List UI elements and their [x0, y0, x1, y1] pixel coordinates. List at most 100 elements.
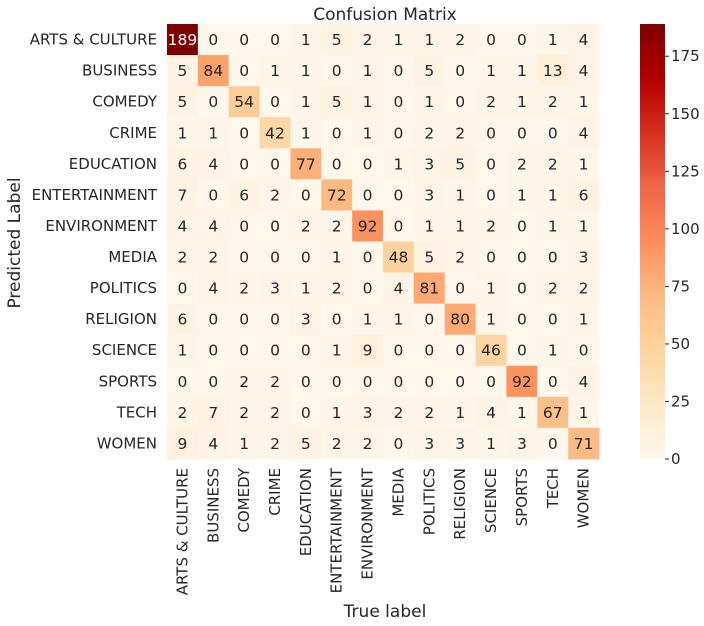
heatmap-cell [475, 117, 507, 149]
heatmap-cell [228, 272, 261, 305]
cell-value: 1 [301, 93, 311, 111]
cell-value: 2 [177, 404, 187, 422]
cell-value: 7 [177, 186, 187, 204]
heatmap-cell [321, 179, 353, 211]
heatmap-cell [352, 334, 384, 367]
cell-value: 0 [239, 249, 249, 267]
cell-value: 0 [455, 93, 465, 111]
heatmap-cell [475, 179, 507, 211]
heatmap-cell [352, 86, 384, 118]
cell-value: 13 [543, 62, 563, 80]
heatmap-cell [506, 396, 538, 429]
heatmap-cell [383, 365, 415, 398]
cell-value: 3 [270, 280, 280, 298]
heatmap-cell [321, 86, 353, 118]
cell-value: 0 [239, 155, 249, 173]
y-tick-label: TECH [116, 403, 157, 421]
heatmap-cell [290, 272, 322, 305]
x-tick-label: POLITICS [420, 468, 438, 535]
cell-value: 0 [517, 217, 527, 235]
cell-value: 1 [486, 280, 496, 298]
heatmap-cell [352, 241, 384, 274]
cell-value: 0 [394, 124, 404, 142]
heatmap-cell [444, 24, 477, 56]
heatmap-cell [537, 148, 569, 180]
cell-value: 5 [177, 62, 187, 80]
heatmap-cell [475, 334, 507, 367]
x-tick-label: ENTERTAINMENT [328, 467, 346, 593]
heatmap-cell [537, 24, 569, 56]
y-tick-label: BUSINESS [82, 62, 157, 80]
heatmap-cell [167, 117, 199, 149]
cell-value: 0 [517, 124, 527, 142]
cell-value: 0 [363, 280, 373, 298]
cell-value: 0 [208, 311, 218, 329]
cell-value: 5 [332, 93, 342, 111]
cell-value: 2 [455, 31, 465, 49]
heatmap-cell [167, 148, 199, 180]
x-tick-label: EDUCATION [297, 468, 315, 556]
cell-value: 1 [548, 31, 558, 49]
x-tick-label: CRIME [266, 468, 284, 516]
cell-value: 48 [389, 249, 409, 267]
cell-value: 3 [301, 311, 311, 329]
x-tick-label: COMEDY [235, 467, 253, 532]
heatmap-cell [290, 334, 322, 367]
heatmap-cell [568, 365, 600, 398]
cell-value: 0 [548, 435, 558, 453]
heatmap-cell [444, 55, 477, 87]
y-tick-label: RELIGION [85, 310, 157, 328]
heatmap-cell [197, 427, 230, 460]
heatmap-cell [475, 55, 507, 87]
colorbar [640, 24, 665, 459]
cell-value: 81 [419, 280, 439, 298]
cell-value: 0 [363, 155, 373, 173]
cell-value: 1 [177, 342, 187, 360]
cell-value: 5 [424, 62, 434, 80]
cell-value: 0 [208, 342, 218, 360]
y-tick-label: COMEDY [92, 93, 157, 111]
heatmap-cell [413, 365, 446, 398]
heatmap-cell [475, 241, 507, 274]
cell-value: 2 [363, 435, 373, 453]
cell-value: 0 [301, 186, 311, 204]
heatmap-cell [352, 24, 384, 56]
cell-value: 80 [450, 311, 470, 329]
heatmap-cell [228, 210, 261, 242]
heatmap-cell [413, 396, 446, 429]
cell-value: 0 [301, 373, 311, 391]
cell-value: 9 [363, 342, 373, 360]
cell-value: 0 [270, 31, 280, 49]
cell-value: 0 [424, 373, 434, 391]
heatmap-cell [197, 117, 230, 149]
cell-value: 1 [517, 93, 527, 111]
cell-value: 0 [548, 311, 558, 329]
cell-value: 1 [394, 311, 404, 329]
cell-value: 67 [543, 404, 563, 422]
heatmap-cell [537, 365, 569, 398]
heatmap-cell [290, 365, 322, 398]
heatmap-cell [352, 365, 384, 398]
cell-value: 0 [239, 124, 249, 142]
heatmap-cell [413, 334, 446, 367]
cell-value: 1 [363, 311, 373, 329]
heatmap-cell [197, 24, 230, 56]
cell-value: 2 [486, 217, 496, 235]
heatmap-cell [383, 24, 415, 56]
heatmap-cell [475, 210, 507, 242]
heatmap-cell [383, 272, 415, 305]
heatmap-cell [290, 241, 322, 274]
cell-value: 3 [424, 155, 434, 173]
heatmap-cell [383, 55, 415, 87]
colorbar-tick-label: 125 [671, 162, 700, 180]
heatmap-cell [383, 148, 415, 180]
cell-value: 0 [394, 373, 404, 391]
heatmap-cell [475, 365, 507, 398]
heatmap-cell [537, 303, 569, 336]
cell-value: 4 [177, 217, 187, 235]
heatmap-cell [197, 396, 230, 429]
heatmap-cell [413, 24, 446, 56]
cell-value: 42 [265, 124, 285, 142]
cell-value: 0 [363, 186, 373, 204]
heatmap-cell [321, 241, 353, 274]
